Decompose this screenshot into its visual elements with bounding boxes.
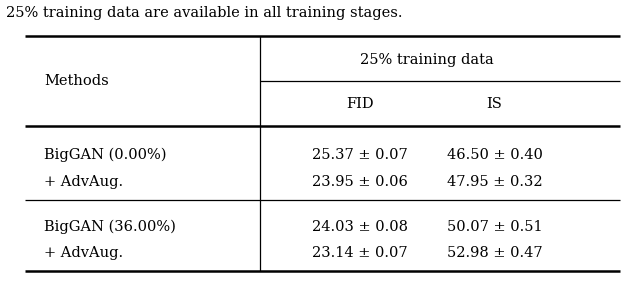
Text: + AdvAug.: + AdvAug. bbox=[44, 246, 123, 260]
Text: 25% training data are available in all training stages.: 25% training data are available in all t… bbox=[6, 6, 403, 20]
Text: IS: IS bbox=[486, 97, 503, 111]
Text: 25.37 ± 0.07: 25.37 ± 0.07 bbox=[312, 148, 408, 162]
Text: 23.14 ± 0.07: 23.14 ± 0.07 bbox=[312, 246, 408, 260]
Text: 23.95 ± 0.06: 23.95 ± 0.06 bbox=[312, 175, 408, 189]
Text: BigGAN (36.00%): BigGAN (36.00%) bbox=[44, 220, 176, 234]
Text: 47.95 ± 0.32: 47.95 ± 0.32 bbox=[447, 175, 542, 189]
Text: 24.03 ± 0.08: 24.03 ± 0.08 bbox=[312, 220, 408, 234]
Text: 46.50 ± 0.40: 46.50 ± 0.40 bbox=[446, 148, 543, 162]
Text: FID: FID bbox=[346, 97, 374, 111]
Text: 50.07 ± 0.51: 50.07 ± 0.51 bbox=[447, 220, 542, 234]
Text: Methods: Methods bbox=[44, 74, 108, 88]
Text: BigGAN (0.00%): BigGAN (0.00%) bbox=[44, 148, 167, 162]
Text: 52.98 ± 0.47: 52.98 ± 0.47 bbox=[447, 246, 542, 260]
Text: + AdvAug.: + AdvAug. bbox=[44, 175, 123, 189]
Text: 25% training data: 25% training data bbox=[361, 53, 494, 67]
